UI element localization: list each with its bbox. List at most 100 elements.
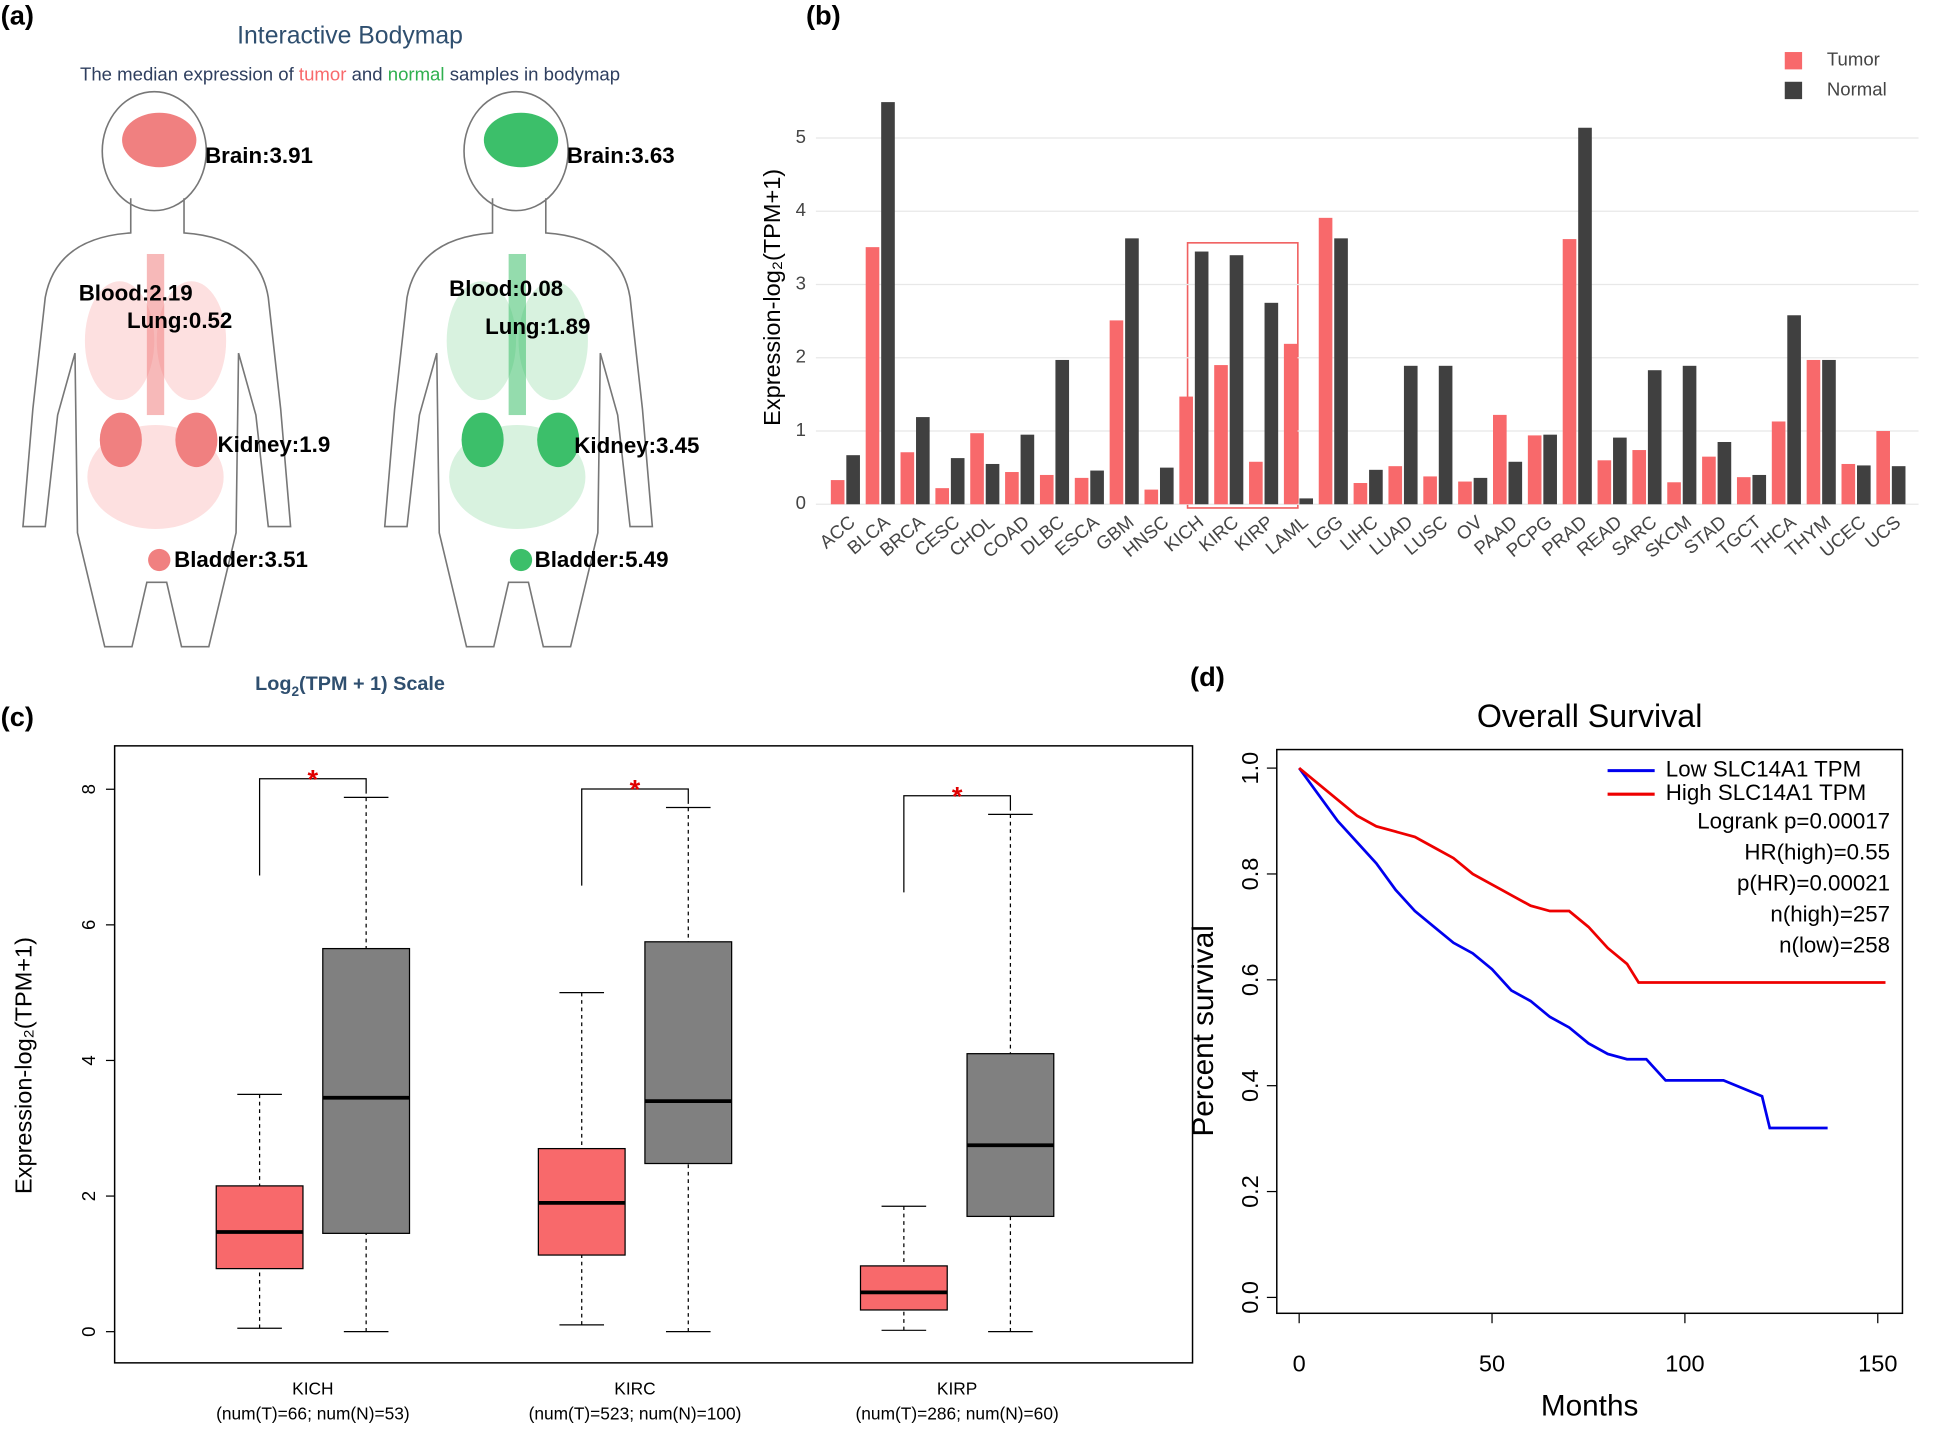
box — [859, 1265, 948, 1311]
brain — [122, 112, 197, 168]
organ-label: Blood:2.19 — [79, 281, 193, 306]
scale-label: Log2(TPM + 1) Scale — [255, 673, 445, 699]
subtitle-part: The median expression of — [80, 63, 299, 84]
bar — [865, 247, 880, 505]
plot-frame — [113, 745, 1194, 1364]
bar — [1771, 421, 1786, 505]
bar — [1806, 359, 1821, 505]
bodymap-subtitle: The median expression of tumor and norma… — [80, 63, 620, 84]
bar — [1736, 477, 1751, 505]
y-tick-label: 8 — [78, 784, 99, 794]
y-tick-label: 5 — [796, 126, 806, 147]
bar — [1403, 365, 1418, 505]
x-tick-label: UCS — [1861, 511, 1905, 552]
bar — [1647, 370, 1662, 505]
significance-mark: * — [308, 763, 319, 794]
scale-sub: 2 — [291, 684, 299, 699]
organ-label: Lung:0.52 — [127, 308, 232, 333]
head-outline — [463, 90, 569, 212]
legend-label: High SLC14A1 TPM — [1666, 780, 1866, 805]
bodymap-title: Interactive Bodymap — [237, 23, 463, 50]
x-tick-label: KIRP — [937, 1379, 977, 1399]
bar — [1229, 255, 1244, 505]
bar — [1369, 469, 1383, 505]
subtitle-normal: normal — [388, 63, 445, 84]
bar — [1388, 466, 1403, 505]
survival-line — [1298, 767, 1828, 1130]
y-axis-label: Percent survival — [1187, 925, 1220, 1136]
y-tick-label: 0.2 — [1237, 1175, 1263, 1208]
bar — [1822, 359, 1836, 505]
bar — [830, 480, 845, 505]
x-tick-label: LGG — [1303, 511, 1347, 552]
bar — [1702, 456, 1716, 505]
x-tick-label: 0 — [1293, 1351, 1306, 1377]
bladder — [509, 548, 533, 572]
head-outline — [101, 90, 208, 212]
bar — [1125, 238, 1139, 505]
y-tick-label: 0.4 — [1237, 1069, 1263, 1102]
y-tick-label: 1 — [796, 419, 806, 440]
significance-bracket — [903, 795, 1012, 893]
organ-label: Kidney:3.45 — [574, 433, 699, 458]
panel-label: (d) — [1190, 661, 1225, 692]
bar — [1264, 302, 1279, 505]
stat-label: p(HR)=0.00021 — [1737, 871, 1890, 896]
bar — [881, 102, 895, 505]
panel-label: (b) — [806, 0, 841, 31]
bar — [900, 452, 915, 505]
plot-frame — [1276, 748, 1904, 1315]
x-tick-label: KIRC — [614, 1379, 655, 1399]
organ-label: Kidney:1.9 — [217, 432, 330, 457]
bar — [1527, 435, 1542, 505]
box — [322, 947, 411, 1234]
x-tick-label: 150 — [1858, 1351, 1897, 1377]
bar — [1682, 365, 1697, 505]
y-tick-label: 0 — [796, 492, 806, 513]
subtitle-part: and — [346, 63, 387, 84]
box — [644, 941, 733, 1165]
bar — [1283, 343, 1298, 505]
bar — [1318, 217, 1333, 505]
y-tick-label: 4 — [78, 1055, 99, 1065]
kidney — [461, 412, 504, 468]
legend-label: Tumor — [1827, 49, 1880, 70]
bar — [1423, 476, 1437, 505]
box — [966, 1053, 1055, 1218]
bar — [1632, 450, 1647, 505]
bar — [1109, 320, 1124, 505]
bar — [1597, 460, 1612, 505]
bar — [1752, 474, 1767, 505]
body-outline — [383, 198, 654, 648]
significance-mark: * — [630, 774, 641, 805]
bar — [846, 455, 860, 505]
scale-part: (TPM + 1) Scale — [299, 673, 445, 695]
organ-label: Blood:0.08 — [449, 276, 563, 301]
y-tick-label: 3 — [796, 272, 806, 293]
bar — [1891, 466, 1906, 505]
bladder — [148, 548, 171, 572]
panel-label: (c) — [1, 701, 34, 732]
bar — [1214, 365, 1228, 505]
subtitle-tumor: tumor — [299, 63, 347, 84]
bar — [985, 463, 1000, 505]
y-tick-label: 2 — [78, 1191, 99, 1201]
organ-label: Lung:1.89 — [485, 314, 590, 339]
bar — [916, 417, 930, 505]
lung — [84, 281, 155, 401]
bar — [1039, 474, 1054, 505]
bar — [1493, 414, 1507, 505]
bar — [1578, 127, 1592, 505]
bar — [1020, 434, 1035, 505]
stat-label: Logrank p=0.00017 — [1697, 809, 1890, 834]
legend-label: Low SLC14A1 TPM — [1666, 757, 1861, 782]
box — [215, 1185, 304, 1270]
y-tick-label: 4 — [796, 199, 806, 220]
x-tick-note: (num(T)=523; num(N)=100) — [529, 1403, 742, 1423]
y-axis-label: Expression-log₂(TPM+1) — [11, 937, 37, 1194]
subtitle-part: samples in bodymap — [445, 63, 621, 84]
x-tick-note: (num(T)=286; num(N)=60) — [856, 1403, 1059, 1423]
bar — [1005, 472, 1019, 505]
